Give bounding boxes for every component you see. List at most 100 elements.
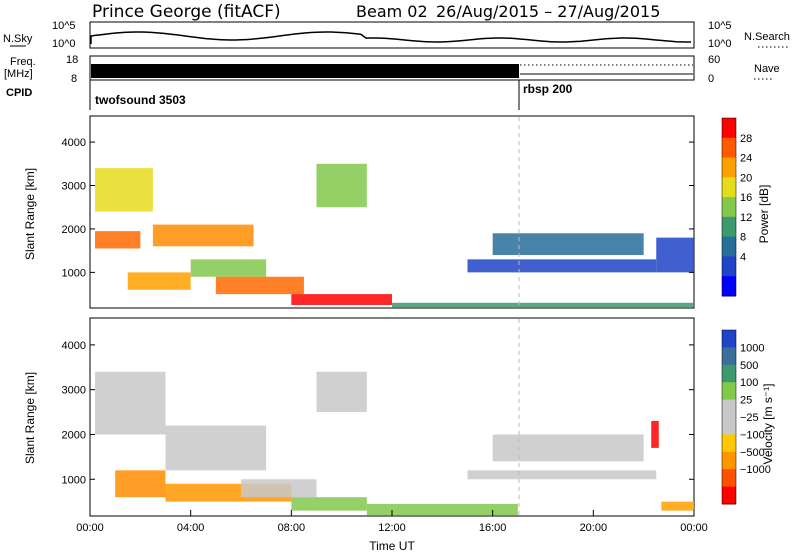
velocity-colorbar-seg-5 — [722, 417, 736, 435]
power-panel: 1000 2000 3000 4000 Slant Range [km] 28 24 20… — [23, 115, 771, 309]
velocity-ytick-label-1000: 1000 — [62, 474, 86, 486]
power-colorbar-tick-1: 24 — [740, 153, 752, 165]
power-colorbar-tick-5: 8 — [740, 232, 746, 244]
velocity-colorbar-seg-1 — [722, 347, 736, 366]
velocity-colorbar-seg-2 — [722, 364, 736, 383]
nsky-trace — [90, 31, 691, 44]
velocity-panel: 1000 2000 3000 4000 Slant Range [km] 1000 50… — [23, 317, 775, 517]
power-ytick-label-1000: 1000 — [62, 267, 86, 279]
velocity-colorbar-label: Velocity [m s⁻¹] — [761, 383, 775, 464]
time-tick-label-0: 00:00 — [76, 522, 104, 534]
time-axis-label: Time UT — [369, 539, 415, 553]
velocity-echo-band-5 — [291, 497, 367, 511]
velocity-echo-band-4 — [241, 479, 317, 498]
velocity-echo-band-0 — [95, 371, 166, 435]
velocity-echo-band-6 — [316, 371, 367, 413]
power-echo-band-4 — [190, 259, 267, 277]
velocity-ylabel: Slant Range [km] — [23, 372, 37, 464]
power-data-layer — [95, 163, 694, 308]
beam-label: Beam 02 — [356, 2, 428, 21]
power-colorbar-label: Power [dB] — [757, 185, 771, 244]
velocity-colorbar-tick-1: 500 — [740, 360, 758, 372]
power-ylabel: Slant Range [km] — [23, 168, 37, 260]
time-axis: 00:00 04:00 08:00 12:00 16:00 20:00 00:00 — [76, 510, 708, 534]
velocity-colorbar-seg-6 — [722, 434, 736, 453]
time-tick-label-1: 04:00 — [177, 522, 205, 534]
power-colorbar-seg-1 — [722, 137, 736, 159]
velocity-plot-frame — [89, 317, 695, 517]
nave-tick-top: 60 — [708, 54, 720, 66]
nsearch-tick-top: 10^5 — [708, 20, 732, 32]
time-tick-label-6: 00:00 — [680, 522, 708, 534]
velocity-echo-band-11 — [651, 421, 659, 448]
time-tick-label-2: 08:00 — [278, 522, 306, 534]
velocity-colorbar-tick-3: 25 — [740, 395, 752, 407]
power-colorbar-seg-0 — [722, 118, 736, 139]
velocity-colorbar-seg-4 — [722, 399, 736, 418]
nsky-panel-frame — [89, 21, 695, 49]
power-echo-band-0 — [95, 231, 141, 249]
velocity-echo-band-9 — [492, 434, 644, 462]
station-title: Prince George (fitACF) — [92, 2, 281, 22]
power-colorbar-tick-0: 28 — [740, 133, 752, 145]
cpid-label: CPID — [6, 87, 32, 99]
power-colorbar-tick-4: 12 — [740, 212, 752, 224]
velocity-colorbar-tick-0: 1000 — [740, 342, 764, 354]
power-ytick-label-4000: 4000 — [62, 137, 86, 149]
power-ytick-label-3000: 3000 — [62, 181, 86, 193]
freq-panel-frame — [89, 55, 695, 81]
velocity-echo-band-1 — [115, 470, 166, 498]
power-ytick-label-2000: 2000 — [62, 224, 86, 236]
freq-label: Freq. — [10, 56, 36, 68]
velocity-ytick-label-4000: 4000 — [62, 340, 86, 352]
freq-tick-top: 18 — [66, 54, 78, 66]
velocity-y-axis: 1000 2000 3000 4000 — [62, 340, 694, 486]
power-echo-band-1 — [95, 168, 153, 212]
time-tick-label-3: 12:00 — [378, 522, 406, 534]
power-echo-band-9 — [467, 259, 657, 273]
velocity-colorbar-frame — [721, 329, 737, 505]
power-echo-band-3 — [152, 224, 254, 247]
power-colorbar-seg-3 — [722, 177, 736, 198]
nsky-tick-bottom: 10^0 — [52, 38, 76, 50]
velocity-echo-band-10 — [661, 501, 694, 511]
time-tick-label-5: 20:00 — [580, 522, 608, 534]
cpid-entry-rbsp: rbsp 200 — [523, 82, 573, 96]
nave-tick-bottom: 0 — [708, 73, 714, 85]
velocity-colorbar-seg-0 — [722, 330, 736, 348]
velocity-ytick-label-3000: 3000 — [62, 385, 86, 397]
velocity-colorbar-seg-7 — [722, 451, 736, 470]
nsky-tick-top: 10^5 — [52, 20, 76, 32]
velocity-colorbar-tick-5: −100 — [740, 429, 765, 441]
velocity-echo-band-2 — [165, 425, 267, 471]
freq-unit: [MHz] — [4, 68, 33, 80]
velocity-data-layer — [95, 371, 694, 516]
velocity-colorbar-tick-7: −1000 — [740, 464, 771, 476]
power-echo-band-6 — [291, 294, 392, 305]
power-echo-band-11 — [656, 237, 694, 273]
power-echo-band-5 — [215, 276, 304, 295]
power-colorbar-tick-2: 20 — [740, 172, 752, 184]
power-colorbar-tick-3: 16 — [740, 192, 752, 204]
nave-label: Nave — [754, 63, 780, 75]
power-echo-band-8 — [392, 302, 694, 308]
power-colorbar-seg-5 — [722, 216, 736, 238]
freq-tick-bottom: 8 — [71, 73, 77, 85]
date-range: 26/Aug/2015 – 27/Aug/2015 — [436, 2, 660, 21]
velocity-colorbar-tick-6: −500 — [740, 447, 765, 459]
power-y-axis: 1000 2000 3000 4000 — [62, 137, 694, 279]
velocity-colorbar-tick-4: −25 — [740, 412, 759, 424]
velocity-colorbar-seg-3 — [722, 382, 736, 401]
power-colorbar-seg-7 — [722, 256, 736, 277]
power-echo-band-7 — [316, 163, 367, 208]
power-echo-band-10 — [492, 233, 644, 256]
power-colorbar-tick-6: 4 — [740, 251, 746, 263]
power-colorbar-seg-6 — [722, 236, 736, 257]
freq-trace-block — [91, 64, 519, 78]
velocity-colorbar: 1000 500 100 25 −25 −100 −500 −1000 — [721, 329, 771, 505]
velocity-echo-band-7 — [366, 503, 518, 516]
power-colorbar-seg-4 — [722, 197, 736, 218]
velocity-echo-band-8 — [467, 470, 657, 480]
velocity-colorbar-tick-2: 100 — [740, 377, 758, 389]
